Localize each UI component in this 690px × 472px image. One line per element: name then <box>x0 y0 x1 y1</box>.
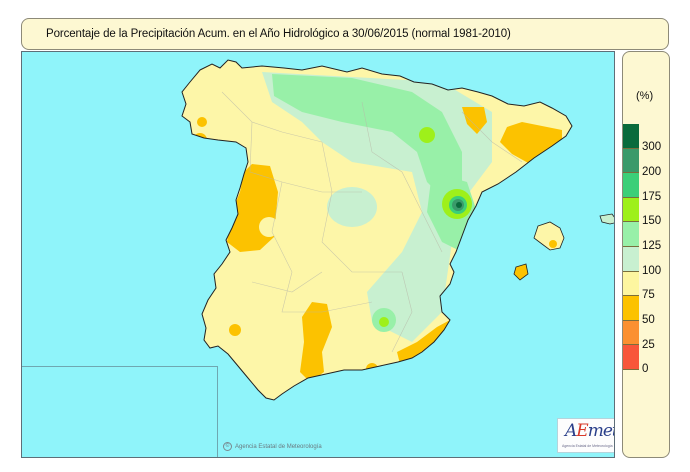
legend-swatch-100 <box>623 246 639 272</box>
legend-label: 175 <box>642 191 662 203</box>
iberia-coastline <box>181 59 573 401</box>
copyright-icon: © <box>223 442 232 451</box>
aemet-logo-subtitle: Agencia Estatal de Meteorología <box>562 444 613 448</box>
legend-swatch-300 <box>623 124 639 149</box>
aemet-logo: AEmet Agencia Estatal de Meteorología <box>557 418 615 453</box>
baleares <box>513 213 614 281</box>
legend-label: 75 <box>642 289 655 301</box>
legend-swatch-50 <box>623 296 639 321</box>
canary-inset-frame <box>22 366 218 457</box>
aemet-logo-text: AEmet <box>565 421 615 441</box>
legend-label: 200 <box>642 166 662 178</box>
legend-unit: (%) <box>636 90 654 102</box>
legend-swatch-125 <box>623 222 639 247</box>
logo-e: E <box>576 421 588 441</box>
legend-swatch-175 <box>623 173 639 198</box>
legend-swatch-200 <box>623 148 639 174</box>
legend-label: 150 <box>642 215 662 227</box>
copyright-text: Agencia Estatal de Meteorología <box>235 444 322 451</box>
precipitation-map <box>181 59 614 401</box>
logo-rest: met <box>587 421 615 441</box>
logo-a: A <box>565 421 577 441</box>
legend-color-bar <box>623 124 639 370</box>
legend-swatch-150 <box>623 197 639 223</box>
legend-label: 25 <box>642 339 655 351</box>
map-title: Porcentaje de la Precipitación Acum. en … <box>46 28 511 40</box>
map-frame: © Agencia Estatal de Meteorología AEmet A… <box>21 51 615 458</box>
title-bar: Porcentaje de la Precipitación Acum. en … <box>21 18 669 50</box>
legend-swatch-0 <box>623 345 639 370</box>
legend-label: 0 <box>642 363 649 375</box>
legend-swatch-25 <box>623 320 639 346</box>
legend-swatch-75 <box>623 271 639 297</box>
legend-label: 125 <box>642 240 662 252</box>
legend-label: 100 <box>642 265 662 277</box>
legend-panel: (%) 300 200 175 150 125 100 75 50 25 0 <box>622 51 670 458</box>
legend-label: 50 <box>642 314 655 326</box>
copyright-notice: © Agencia Estatal de Meteorología <box>223 442 322 451</box>
legend-label: 300 <box>642 141 662 153</box>
